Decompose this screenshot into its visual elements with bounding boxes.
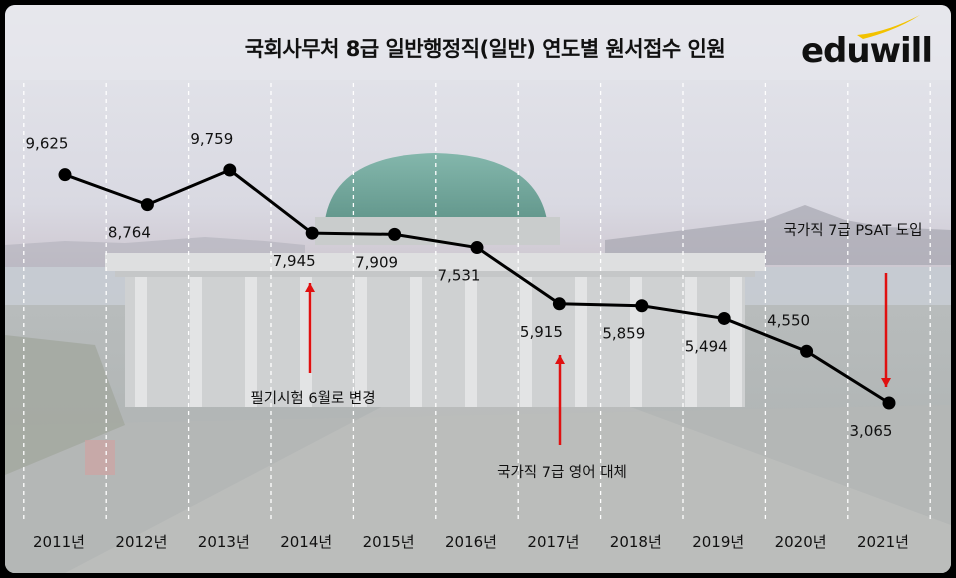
grid [23, 83, 931, 520]
annotation-text: 필기시험 6월로 변경 [250, 390, 375, 407]
background-photo [5, 5, 951, 573]
x-tick-label: 2020년 [775, 533, 827, 551]
data-point [305, 226, 319, 240]
brand-logo: eduwill [801, 31, 933, 71]
data-point [58, 168, 72, 182]
x-tick-label: 2015년 [363, 533, 415, 551]
data-point [717, 311, 731, 325]
data-point [470, 241, 484, 255]
x-axis-ticks: 2011년 2012년 2013년 2014년 2015년 2016년 2017년 2018년… [33, 533, 909, 551]
data-point [635, 299, 649, 313]
x-tick-label: 2018년 [610, 533, 662, 551]
data-label: 5,859 [602, 325, 645, 343]
x-tick-label: 2014년 [280, 533, 332, 551]
data-label: 4,550 [767, 311, 810, 329]
annotation-arrows [305, 273, 891, 445]
x-tick-label: 2012년 [115, 533, 167, 551]
data-label: 5,915 [520, 323, 563, 341]
annotation-text: 국가직 7급 PSAT 도입 [784, 222, 923, 239]
data-point [223, 163, 237, 177]
data-points [58, 163, 896, 410]
data-label: 7,531 [438, 267, 481, 285]
data-label: 5,494 [685, 337, 728, 355]
x-tick-label: 2019년 [692, 533, 744, 551]
x-tick-label: 2013년 [198, 533, 250, 551]
chart-plot: 9,625 8,764 9,759 7,945 7,909 7,531 5,915 5,859… [5, 5, 951, 573]
data-label: 9,625 [26, 135, 69, 153]
annotation-text: 국가직 7급 영어 대체 [497, 464, 627, 481]
logo-swoosh-icon [857, 15, 920, 39]
x-tick-label: 2011년 [33, 533, 85, 551]
annotation-arrowhead [555, 355, 565, 364]
chart-panel: 9,625 8,764 9,759 7,945 7,909 7,531 5,915 5,859… [5, 5, 951, 573]
data-label: 7,945 [273, 252, 316, 270]
data-point [552, 297, 566, 311]
data-label: 7,909 [355, 253, 398, 271]
data-label: 3,065 [850, 422, 893, 440]
chart-title: 국회사무처 8급 일반행정직(일반) 연도별 원서접수 인원 [244, 37, 726, 61]
annotation-arrowhead [881, 378, 891, 387]
x-tick-label: 2017년 [527, 533, 579, 551]
x-tick-label: 2021년 [857, 533, 909, 551]
data-point [800, 344, 814, 358]
data-point [140, 198, 154, 212]
title-band [5, 5, 951, 80]
data-label: 9,759 [190, 130, 233, 148]
annotation-arrowhead [305, 283, 315, 292]
x-tick-label: 2016년 [445, 533, 497, 551]
data-point [388, 227, 402, 241]
data-point [882, 396, 896, 410]
data-label: 8,764 [108, 224, 151, 242]
data-labels: 9,625 8,764 9,759 7,945 7,909 7,531 5,915 5,859… [26, 130, 893, 440]
